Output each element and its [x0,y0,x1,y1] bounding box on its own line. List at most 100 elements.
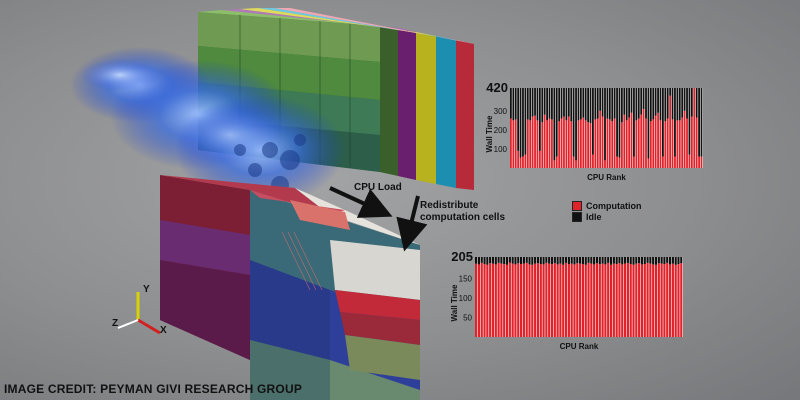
bar-idle [593,257,596,265]
bar-computation [510,118,512,168]
bar-computation [666,262,669,337]
bar-idle [567,88,570,117]
bar-idle [570,88,573,122]
bar-idle [522,88,524,157]
bar-idle [671,257,674,264]
bar-computation [681,117,684,168]
lower-partition-block [160,175,420,400]
y-max-label: 420 [486,80,508,95]
bar-computation [512,120,515,168]
bar-idle [690,88,693,117]
bar-computation [567,116,570,168]
bar-idle [620,88,623,123]
bar-idle [503,257,506,265]
bar-idle [635,88,638,121]
bar-idle [671,88,674,120]
bar-computation [546,120,548,168]
bar-idle [666,88,669,119]
bar-idle [565,88,568,121]
bar-computation [635,263,638,337]
bar-idle [607,257,610,263]
bar-idle [649,257,652,264]
bar-computation [596,118,599,168]
bar-computation [630,112,633,168]
legend-swatch-idle [572,211,582,222]
bar-idle [599,88,602,111]
bar-idle [541,88,544,123]
bar-idle [654,88,657,116]
bar-idle [560,88,563,119]
bar-computation [564,262,568,337]
bar-idle [573,257,576,265]
bar-computation [633,156,635,168]
bar-computation [539,264,542,337]
cpu-load-label: CPU Load [354,182,402,193]
image-credit: IMAGE CREDIT: PEYMAN GIVI RESEARCH GROUP [4,382,303,396]
bar-computation [669,95,672,168]
bar-idle [616,88,618,157]
bar-idle [526,88,529,120]
bar-idle [657,88,659,113]
bar-idle [640,88,643,115]
bar-computation [519,157,522,168]
bar-computation [584,264,587,337]
bar-idle [575,88,577,161]
bar-computation [664,121,667,168]
legend-label-computation: Computation [586,200,642,211]
bar-idle [508,257,511,263]
bar-computation [570,263,573,337]
bar-idle [525,257,528,263]
bar-idle [608,88,611,120]
bar-idle [668,257,672,265]
y-max-label: 205 [451,249,473,264]
bar-idle [582,88,585,118]
bar-idle [500,257,503,264]
bar-computation [563,116,565,168]
bar-computation [637,118,640,168]
bar-computation [674,156,676,168]
flame-jet [70,47,345,205]
bar-computation [686,118,688,168]
bar-computation [570,121,573,168]
bar-idle [550,257,554,265]
bar-idle [663,257,666,265]
bar-idle [595,257,599,264]
bar-idle [517,257,520,264]
bar-idle [529,88,532,121]
bar-idle [666,257,669,263]
bar-idle [611,88,614,122]
bar-computation [674,264,677,337]
bar-computation [573,264,576,337]
bar-computation [671,119,674,168]
bar-computation [545,262,548,337]
bar-idle [698,88,700,157]
bar-computation [661,156,664,168]
bar-computation [526,119,529,168]
bar-computation [525,262,528,337]
bar-idle [618,257,621,264]
bar-computation [500,263,503,337]
bar-idle [579,88,582,120]
bar-computation [536,263,540,337]
bar-computation [676,120,679,168]
bar-computation [618,157,621,168]
bar-computation [579,119,582,168]
bar-computation [491,263,495,337]
bar-idle [534,257,537,264]
bar-computation [582,117,585,168]
bar-computation [640,114,643,168]
y-axis-title: Wall Time [485,115,494,152]
bar-idle [553,257,556,264]
bar-idle [536,88,539,121]
bar-idle [536,257,540,264]
bar-idle [522,257,525,264]
bar-computation [594,119,597,168]
bar-idle [545,257,548,263]
bar-idle [543,88,546,115]
bar-computation [558,121,561,168]
bar-computation [629,264,632,337]
bar-computation [514,264,517,337]
bar-computation [616,156,618,168]
bar-computation [590,263,593,337]
bar-computation [511,263,514,337]
